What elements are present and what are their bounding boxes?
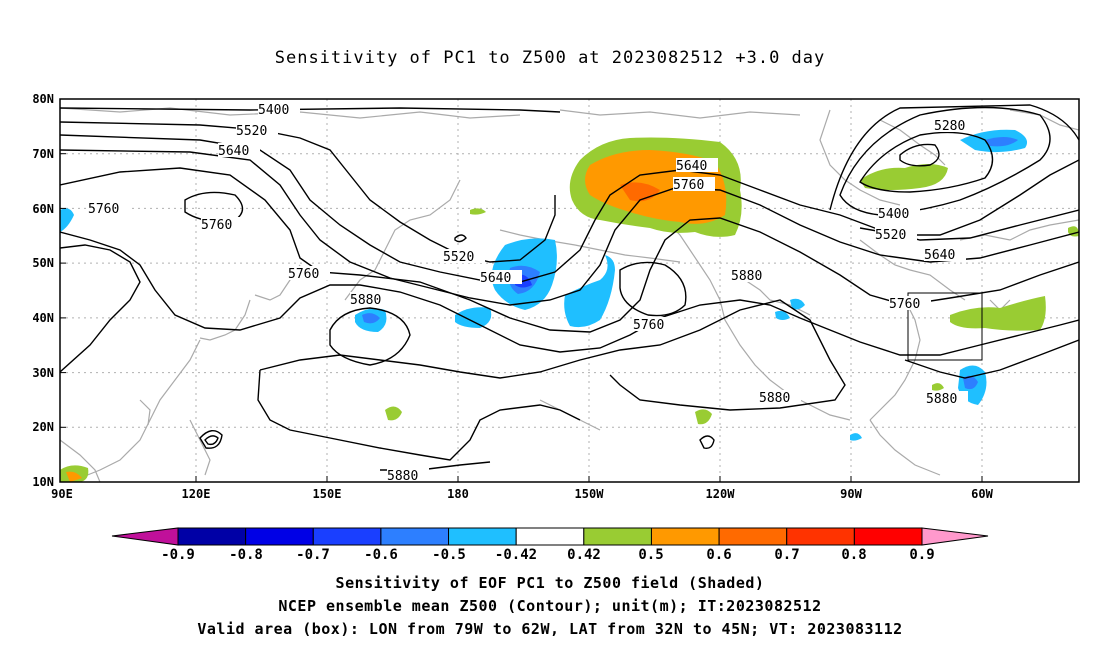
lat-tick-label: 20N <box>32 420 54 434</box>
colorbar-bin <box>245 527 314 546</box>
colorbar-label: -0.9 <box>161 547 195 563</box>
colorbar-bin <box>177 527 247 546</box>
colorbar-label: -0.7 <box>296 547 330 563</box>
lon-tick-label: 90W <box>840 487 862 501</box>
colorbar-bin <box>515 527 585 546</box>
contour-label: 5640 <box>676 159 707 174</box>
caption-valid-area: Valid area (box): LON from 79W to 62W, L… <box>197 620 903 638</box>
colorbar-bin <box>718 527 788 546</box>
lon-tick-label: 150W <box>575 487 605 501</box>
colorbar-label: 0.6 <box>706 547 731 563</box>
z500-contours <box>60 104 1079 471</box>
colorbar-label: 0.9 <box>909 547 934 563</box>
colorbar-bin <box>312 527 382 546</box>
lon-tick-label: 180 <box>447 487 469 501</box>
lat-labels: 80N 70N 60N 50N 40N 30N 20N 10N <box>32 92 54 489</box>
colorbar-label: 0.8 <box>841 547 866 563</box>
valid-area-box <box>907 292 983 361</box>
contour-label: 5880 <box>350 293 381 308</box>
contour-label: 5640 <box>480 271 511 286</box>
colorbar-label: -0.8 <box>229 547 263 563</box>
lon-tick-label: 150E <box>313 487 342 501</box>
colorbar-label: -0.42 <box>495 547 537 563</box>
colorbar-bin <box>583 527 652 546</box>
colorbar-label: 0.5 <box>638 547 663 563</box>
contour-label: 5520 <box>236 124 267 139</box>
colorbar-label: 0.7 <box>774 547 799 563</box>
contour-label: 5880 <box>387 469 418 484</box>
lon-tick-label: 90E <box>51 487 73 501</box>
lon-labels: 90E 120E 150E 180 150W 120W 90W 60W <box>51 487 993 501</box>
colorbar-label: 0.42 <box>567 547 601 563</box>
colorbar-label: -0.6 <box>364 547 398 563</box>
colorbar-bin <box>380 527 450 546</box>
lat-tick-label: 70N <box>32 147 54 161</box>
contour-label: 5400 <box>878 207 909 222</box>
map-area <box>60 99 1079 482</box>
colorbar-bin <box>448 527 517 546</box>
colorbar: -0.9 -0.8 -0.7 -0.6 -0.5 -0.42 0.42 0.5 … <box>111 527 989 563</box>
contour-label: 5640 <box>924 248 955 263</box>
colorbar-bin <box>853 527 923 546</box>
colorbar-high-triangle <box>921 527 989 546</box>
contour-label: 5760 <box>889 297 920 312</box>
contour-label: 5880 <box>759 391 790 406</box>
tick-marks <box>60 98 983 482</box>
lat-tick-label: 60N <box>32 202 54 216</box>
lat-tick-label: 10N <box>32 475 54 489</box>
lat-tick-label: 30N <box>32 366 54 380</box>
contour-label: 5400 <box>258 103 289 118</box>
contour-label: 5280 <box>934 119 965 134</box>
contour-labels: 5400 5520 5640 5760 5760 5520 5640 5760 … <box>88 102 976 484</box>
colorbar-label: -0.5 <box>432 547 466 563</box>
contour-label: 5880 <box>926 392 957 407</box>
colorbar-bin <box>650 527 720 546</box>
contour-label: 5760 <box>673 178 704 193</box>
contour-label: 5880 <box>731 269 762 284</box>
lat-tick-label: 50N <box>32 256 54 270</box>
contour-label: 5520 <box>875 228 906 243</box>
map-title: Sensitivity of PC1 to Z500 at 2023082512… <box>274 48 826 68</box>
lon-tick-label: 120W <box>706 487 736 501</box>
contour-label: 5760 <box>633 318 664 333</box>
map-border <box>59 98 1080 483</box>
coastlines <box>60 107 1079 482</box>
colorbar-low-triangle <box>111 527 179 546</box>
contour-label: 5520 <box>443 250 474 265</box>
lat-tick-label: 40N <box>32 311 54 325</box>
lon-tick-label: 60W <box>971 487 993 501</box>
contour-label: 5640 <box>218 144 249 159</box>
caption-contour: NCEP ensemble mean Z500 (Contour); unit(… <box>278 597 822 615</box>
caption-shading: Sensitivity of EOF PC1 to Z500 field (Sh… <box>335 574 765 592</box>
lat-tick-label: 80N <box>32 92 54 106</box>
colorbar-bin <box>786 527 855 546</box>
lon-tick-label: 120E <box>182 487 211 501</box>
contour-label: 5760 <box>88 202 119 217</box>
contour-label: 5760 <box>288 267 319 282</box>
contour-label: 5760 <box>201 218 232 233</box>
